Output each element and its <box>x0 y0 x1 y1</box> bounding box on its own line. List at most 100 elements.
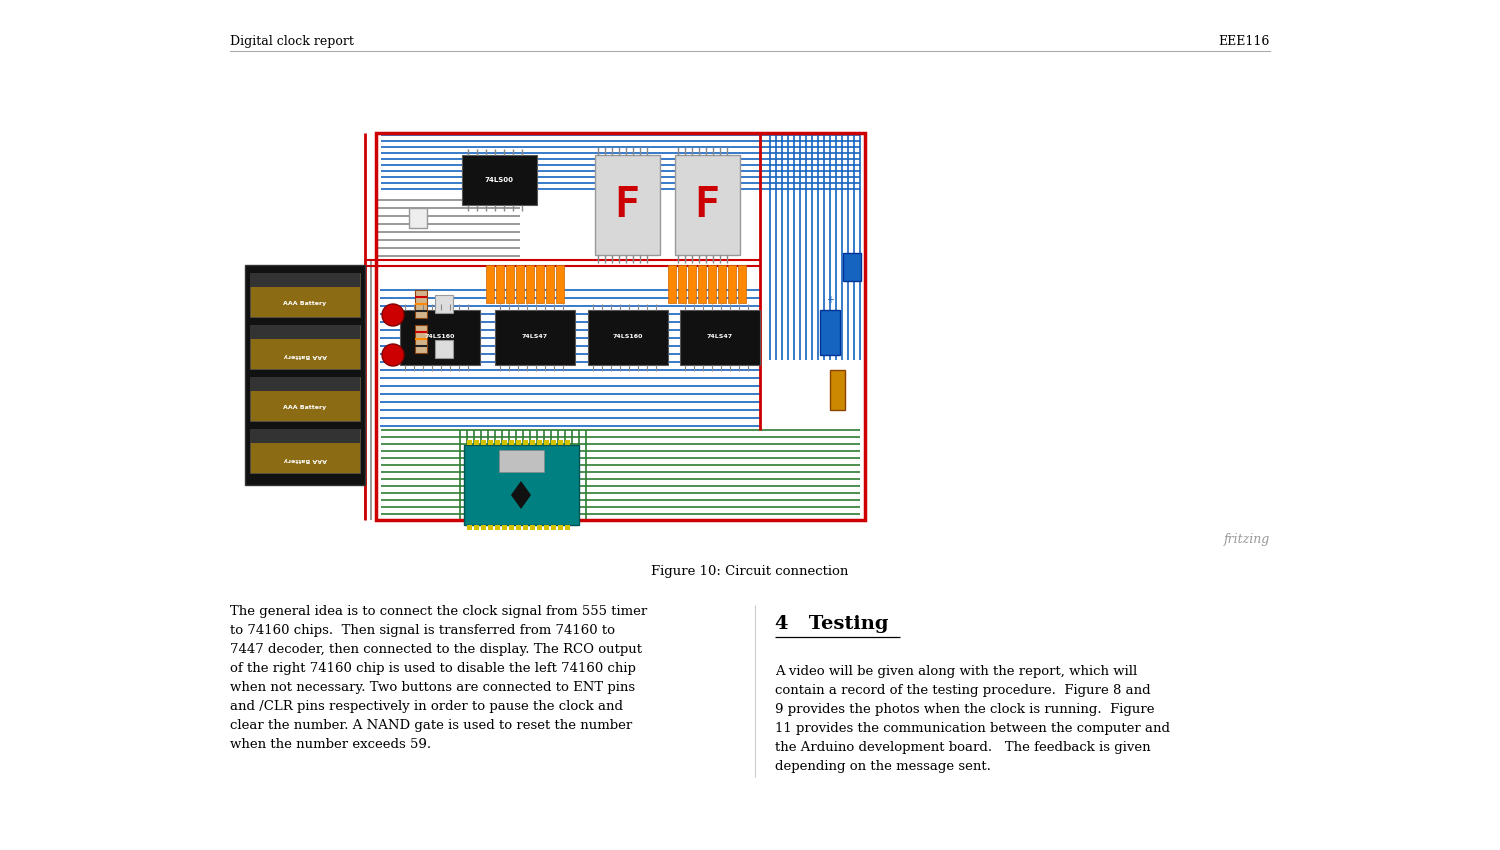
Text: depending on the message sent.: depending on the message sent. <box>776 760 992 773</box>
Bar <box>495 440 500 445</box>
Bar <box>550 440 556 445</box>
Bar <box>524 525 528 530</box>
Bar <box>588 310 668 365</box>
Bar <box>544 525 549 530</box>
Bar <box>503 440 507 445</box>
Bar <box>486 265 494 303</box>
Bar <box>416 325 428 353</box>
Text: fritzing: fritzing <box>1224 533 1270 546</box>
Bar <box>416 290 428 318</box>
Bar <box>596 155 660 255</box>
Bar <box>558 525 562 530</box>
Bar <box>537 440 542 445</box>
Text: A video will be given along with the report, which will: A video will be given along with the rep… <box>776 665 1137 678</box>
Bar <box>474 440 478 445</box>
Bar <box>466 525 472 530</box>
Bar <box>728 265 736 303</box>
Bar <box>536 265 544 303</box>
Polygon shape <box>512 481 531 509</box>
Text: Figure 10: Circuit connection: Figure 10: Circuit connection <box>651 565 849 578</box>
Text: EEE116: EEE116 <box>1218 35 1270 48</box>
Text: +: + <box>827 295 834 305</box>
Bar <box>708 265 716 303</box>
Bar <box>566 525 570 530</box>
Bar <box>251 377 360 421</box>
Text: 74LS160: 74LS160 <box>614 335 644 339</box>
Text: the Arduino development board.   The feedback is given: the Arduino development board. The feedb… <box>776 741 1150 754</box>
Bar <box>537 525 542 530</box>
Bar <box>506 265 515 303</box>
Bar <box>251 273 360 317</box>
Bar <box>244 265 364 485</box>
Bar <box>400 310 480 365</box>
Bar <box>495 310 574 365</box>
Bar <box>251 377 360 391</box>
Bar <box>464 445 579 525</box>
Bar <box>530 440 536 445</box>
Text: 74LS160: 74LS160 <box>424 335 454 339</box>
Bar <box>843 253 861 281</box>
Bar <box>516 440 520 445</box>
Text: to 74160 chips.  Then signal is transferred from 74160 to: to 74160 chips. Then signal is transferr… <box>230 624 615 637</box>
Bar <box>509 440 515 445</box>
Bar <box>503 525 507 530</box>
Text: contain a record of the testing procedure.  Figure 8 and: contain a record of the testing procedur… <box>776 684 1150 697</box>
Bar <box>482 525 486 530</box>
Bar <box>251 325 360 339</box>
Bar <box>566 440 570 445</box>
Bar <box>251 429 360 443</box>
Text: 4   Testing: 4 Testing <box>776 615 888 633</box>
Bar <box>376 133 866 520</box>
Text: F: F <box>615 184 639 226</box>
Text: 74LS47: 74LS47 <box>706 335 734 339</box>
Bar <box>821 310 840 355</box>
Bar <box>410 208 428 228</box>
Text: AAA Battery: AAA Battery <box>284 353 327 358</box>
Text: 74LS00: 74LS00 <box>484 177 513 183</box>
Bar <box>488 440 494 445</box>
Text: and /CLR pins respectively in order to pause the clock and: and /CLR pins respectively in order to p… <box>230 700 622 713</box>
Bar <box>556 265 564 303</box>
Bar <box>466 440 472 445</box>
Text: when not necessary. Two buttons are connected to ENT pins: when not necessary. Two buttons are conn… <box>230 681 634 694</box>
Bar <box>509 525 515 530</box>
Bar <box>251 429 360 473</box>
Bar <box>668 265 676 303</box>
Bar <box>251 325 360 369</box>
Bar <box>680 310 760 365</box>
Bar <box>435 340 453 358</box>
Text: 9 provides the photos when the clock is running.  Figure: 9 provides the photos when the clock is … <box>776 703 1155 716</box>
Circle shape <box>382 304 404 326</box>
Text: 7447 decoder, then connected to the display. The RCO output: 7447 decoder, then connected to the disp… <box>230 643 642 656</box>
Bar <box>495 525 500 530</box>
Text: AAA Battery: AAA Battery <box>284 301 327 305</box>
Bar <box>462 155 537 205</box>
Bar <box>675 155 740 255</box>
Text: F: F <box>694 184 720 226</box>
Text: Digital clock report: Digital clock report <box>230 35 354 48</box>
Bar <box>738 265 746 303</box>
Bar <box>251 273 360 287</box>
Bar <box>530 525 536 530</box>
Bar <box>830 370 844 410</box>
Circle shape <box>382 344 404 366</box>
Text: AAA Battery: AAA Battery <box>284 456 327 462</box>
Text: clear the number. A NAND gate is used to reset the number: clear the number. A NAND gate is used to… <box>230 719 633 732</box>
Bar <box>678 265 686 303</box>
Bar <box>482 440 486 445</box>
Text: The general idea is to connect the clock signal from 555 timer: The general idea is to connect the clock… <box>230 605 648 618</box>
Bar <box>500 450 544 472</box>
Bar <box>526 265 534 303</box>
Bar <box>718 265 726 303</box>
Bar <box>544 440 549 445</box>
Bar <box>230 90 870 535</box>
Text: 11 provides the communication between the computer and: 11 provides the communication between th… <box>776 722 1170 735</box>
Bar <box>488 525 494 530</box>
Bar <box>688 265 696 303</box>
Bar <box>496 265 504 303</box>
Bar <box>516 525 520 530</box>
Text: of the right 74160 chip is used to disable the left 74160 chip: of the right 74160 chip is used to disab… <box>230 662 636 675</box>
Text: when the number exceeds 59.: when the number exceeds 59. <box>230 738 430 751</box>
Bar <box>546 265 554 303</box>
Bar <box>698 265 706 303</box>
